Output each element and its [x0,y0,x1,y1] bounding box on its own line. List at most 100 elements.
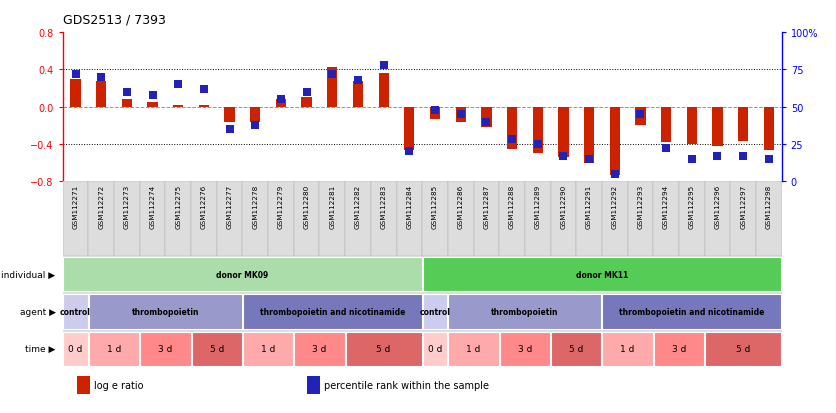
Bar [319,182,345,256]
Text: GSM112272: GSM112272 [98,184,104,228]
Point [608,171,621,178]
Bar [423,332,447,366]
Bar [482,107,492,128]
Text: GSM112292: GSM112292 [612,184,618,228]
Bar [731,182,756,256]
Point [505,137,518,143]
Bar [242,182,268,256]
Point [120,89,134,96]
Point [737,153,750,160]
Bar [712,107,722,146]
Bar [140,182,166,256]
Bar [371,182,396,256]
Text: 1 d: 1 d [261,344,275,354]
Bar [199,105,209,107]
Bar [327,67,338,107]
Text: thrombopoietin: thrombopoietin [131,307,199,316]
Bar [250,107,261,122]
Bar [576,182,602,256]
Point [171,82,185,88]
Text: log e ratio: log e ratio [94,380,144,390]
Text: 5 d: 5 d [736,344,751,354]
Text: 3 d: 3 d [517,344,532,354]
Text: 5 d: 5 d [376,344,391,354]
Bar [64,295,88,329]
Bar [422,182,448,256]
Text: GSM112286: GSM112286 [457,184,464,228]
Text: GSM112294: GSM112294 [663,184,669,228]
Point [454,112,467,118]
Text: GSM112295: GSM112295 [689,184,695,228]
Bar [191,182,217,256]
Bar [243,332,293,366]
Bar [551,332,601,366]
Bar [507,107,517,149]
Bar [89,295,242,329]
Bar [64,258,421,292]
Bar [89,332,140,366]
Bar [396,182,422,256]
Bar [686,107,697,145]
Bar [763,107,774,151]
Bar [430,107,440,119]
Text: GSM112288: GSM112288 [509,184,515,228]
Text: individual ▶: individual ▶ [2,270,55,279]
Point [274,97,288,103]
Text: thrombopoietin and nicotinamide: thrombopoietin and nicotinamide [260,307,405,316]
Bar [635,107,645,126]
Bar [70,79,80,107]
Text: 5 d: 5 d [210,344,224,354]
Bar [456,107,466,123]
Text: GSM112274: GSM112274 [150,184,155,228]
Point [711,153,724,160]
Text: GSM112277: GSM112277 [227,184,232,228]
Bar [140,332,191,366]
Text: thrombopoietin: thrombopoietin [491,307,558,316]
Text: GSM112273: GSM112273 [124,184,130,228]
Bar [89,182,114,256]
Text: percentile rank within the sample: percentile rank within the sample [324,380,489,390]
Text: GSM112289: GSM112289 [535,184,541,228]
Text: GSM112281: GSM112281 [329,184,335,228]
Text: agent ▶: agent ▶ [19,307,55,316]
Bar [584,107,594,163]
Bar [499,182,525,256]
Bar [756,182,782,256]
Point [325,71,339,78]
Point [762,156,776,163]
Bar [276,100,286,107]
Text: GSM112282: GSM112282 [355,184,361,228]
Bar [293,182,319,256]
Bar [609,107,619,175]
Bar [628,182,653,256]
Bar [533,107,543,154]
Bar [602,182,628,256]
Point [223,126,237,133]
Text: GSM112276: GSM112276 [201,184,207,228]
Text: 3 d: 3 d [672,344,686,354]
Text: 3 d: 3 d [313,344,327,354]
Bar [307,376,320,394]
Bar [147,103,158,107]
Point [69,71,82,78]
Text: GSM112285: GSM112285 [432,184,438,228]
Point [145,92,159,99]
Bar [558,107,568,157]
Bar [217,182,242,256]
Bar [525,182,551,256]
Bar [379,74,389,107]
Text: 1 d: 1 d [107,344,121,354]
Text: GSM112275: GSM112275 [176,184,181,228]
Bar [122,100,132,107]
Text: 0 d: 0 d [69,344,83,354]
Bar [705,332,781,366]
Text: GSM112271: GSM112271 [73,184,79,228]
Text: GSM112278: GSM112278 [252,184,258,228]
Text: GSM112298: GSM112298 [766,184,772,228]
Bar [500,332,550,366]
Point [557,153,570,160]
Bar [423,258,781,292]
Bar [294,332,344,366]
Point [660,146,673,152]
Bar [448,182,473,256]
